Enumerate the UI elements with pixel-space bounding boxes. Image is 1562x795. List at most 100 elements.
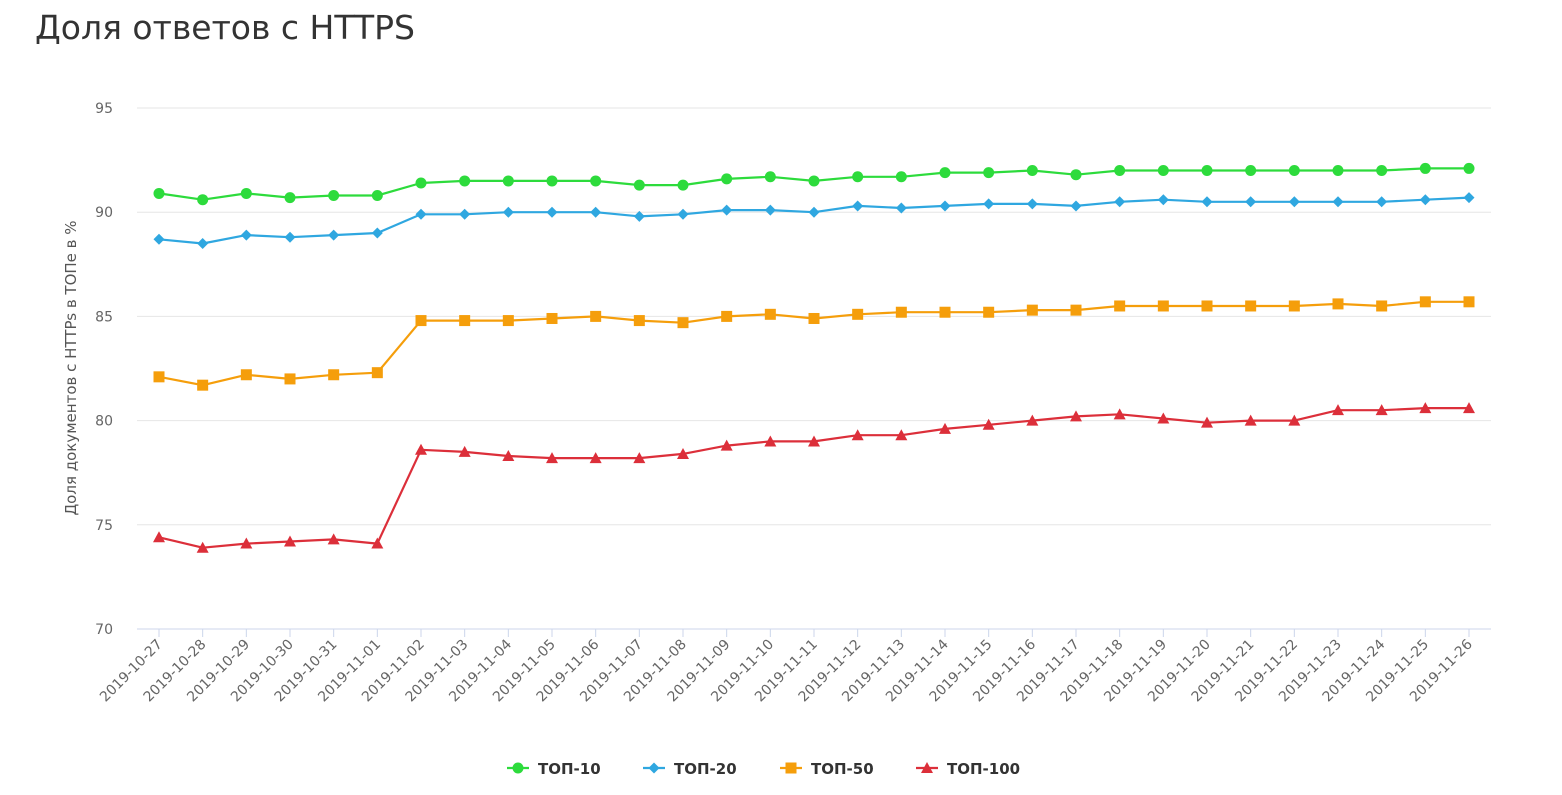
data-point: [1070, 410, 1082, 422]
series-line: [158, 196, 1470, 245]
data-point: [502, 450, 515, 462]
series-1: [153, 162, 1475, 206]
data-point: [764, 435, 777, 447]
legend-label: ТОП-100: [947, 760, 1020, 778]
data-point: [240, 537, 253, 549]
data-point: [1201, 196, 1213, 208]
data-point: [502, 175, 514, 187]
data-point: [590, 175, 602, 187]
data-point: [1244, 414, 1257, 426]
data-point: [1113, 408, 1126, 420]
data-point: [197, 237, 209, 249]
data-point: [502, 206, 514, 218]
data-point: [1070, 200, 1082, 212]
data-point: [939, 167, 951, 179]
data-point: [153, 371, 165, 383]
data-point: [1288, 165, 1300, 177]
y-tick-label: 75: [95, 518, 113, 534]
data-point: [1463, 162, 1475, 174]
y-axis-title: Доля документов с HTTPs в ТОПе в %: [62, 220, 80, 515]
data-point: [371, 367, 383, 379]
y-tick-label: 80: [95, 414, 113, 430]
data-point: [590, 206, 602, 218]
data-point: [982, 418, 995, 430]
data-point: [1376, 165, 1388, 177]
data-point: [1201, 416, 1213, 428]
data-point: [153, 187, 165, 199]
data-point: [677, 317, 689, 329]
legend-item[interactable]: ТОП-50: [780, 760, 874, 778]
data-point: [546, 206, 558, 218]
data-point: [371, 537, 384, 549]
data-point: [371, 227, 383, 239]
x-axis-ticks: 2019-10-272019-10-282019-10-292019-10-30…: [97, 629, 1476, 705]
data-point: [459, 208, 471, 220]
data-point: [764, 171, 776, 183]
data-point: [677, 447, 689, 459]
data-point: [939, 200, 951, 212]
data-point: [589, 452, 602, 464]
data-point: [1463, 296, 1475, 308]
data-point: [284, 192, 296, 204]
series-2: [153, 192, 1475, 249]
data-point: [1201, 165, 1213, 177]
data-point: [983, 198, 995, 210]
data-point: [1114, 300, 1126, 312]
data-point: [764, 204, 776, 216]
data-point: [328, 190, 340, 202]
data-point: [939, 422, 951, 434]
data-point: [808, 312, 820, 324]
data-point: [1376, 196, 1388, 208]
data-point: [415, 177, 427, 189]
data-point: [851, 429, 864, 441]
data-point: [1157, 300, 1169, 312]
data-point: [502, 315, 514, 327]
data-point: [196, 541, 209, 553]
data-point: [458, 445, 471, 457]
data-point: [764, 308, 776, 320]
data-point: [721, 173, 733, 185]
legend-item[interactable]: ТОП-20: [643, 760, 737, 778]
data-point: [1026, 198, 1038, 210]
y-tick-label: 95: [95, 101, 113, 117]
data-point: [1245, 165, 1257, 177]
data-point: [1288, 414, 1301, 426]
legend-marker: [648, 762, 660, 774]
data-point: [1332, 298, 1344, 310]
data-point: [415, 443, 427, 455]
data-point: [546, 175, 558, 187]
data-point: [240, 369, 252, 381]
data-point: [895, 202, 907, 214]
y-tick-label: 90: [95, 205, 113, 221]
data-point: [939, 306, 951, 318]
data-point: [1332, 404, 1344, 416]
data-point: [1026, 304, 1038, 316]
legend[interactable]: ТОП-10 ТОП-20 ТОП-50 ТОП-100: [507, 760, 1020, 778]
legend-item[interactable]: ТОП-10: [507, 760, 601, 778]
data-point: [240, 187, 252, 199]
series-group: [153, 162, 1475, 553]
data-point: [284, 535, 296, 547]
data-point: [852, 308, 864, 320]
data-point: [720, 439, 733, 451]
data-point: [633, 179, 645, 191]
data-point: [852, 200, 864, 212]
data-point: [1157, 165, 1169, 177]
data-point: [808, 435, 820, 447]
data-point: [1070, 304, 1082, 316]
data-point: [546, 312, 558, 324]
data-point: [1376, 300, 1388, 312]
y-axis-ticks: 70 75 80 85 90 95: [95, 101, 113, 638]
data-point: [328, 369, 340, 381]
data-point: [459, 175, 471, 187]
chart-title: Доля ответов с HTTPS: [35, 8, 415, 47]
legend-label: ТОП-20: [674, 760, 737, 778]
data-point: [983, 306, 995, 318]
data-point: [459, 315, 471, 327]
legend-marker: [512, 762, 524, 774]
legend-label: ТОП-10: [538, 760, 601, 778]
legend-item[interactable]: ТОП-100: [916, 760, 1020, 778]
series-line: [158, 407, 1469, 549]
data-point: [1114, 196, 1126, 208]
